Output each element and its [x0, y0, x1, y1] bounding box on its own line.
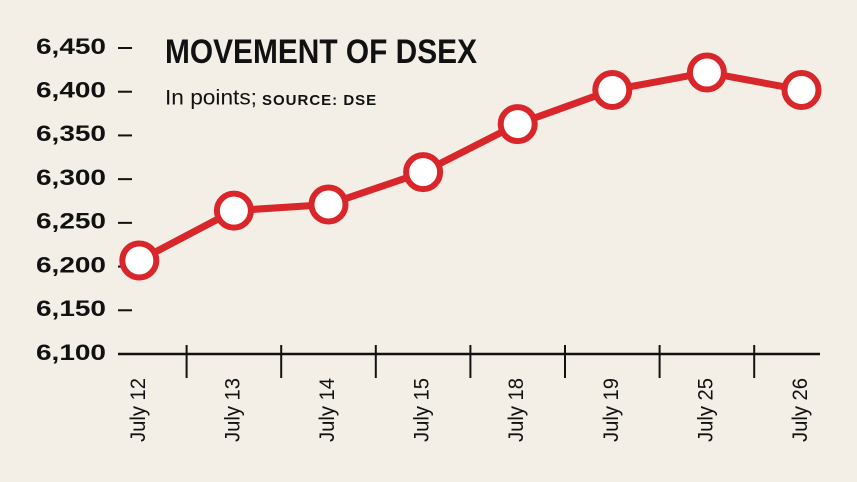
marker — [592, 69, 633, 110]
marker — [781, 69, 822, 110]
x-tick-label: July 18 — [505, 378, 528, 442]
x-tick-label: July 19 — [600, 378, 623, 442]
chart-subtitle: In points; — [165, 87, 257, 110]
marker — [497, 104, 538, 145]
x-tick-label: July 13 — [221, 378, 244, 442]
marker — [308, 184, 349, 225]
y-tick-label: 6,250 — [36, 209, 106, 234]
chart-source: SOURCE: DSE — [262, 92, 377, 109]
x-tick-label: July 26 — [789, 378, 812, 442]
marker — [403, 152, 444, 193]
y-tick-label: 6,350 — [36, 121, 106, 146]
marker — [213, 190, 254, 231]
x-tick-label: July 14 — [316, 378, 339, 442]
x-tick-label: July 15 — [411, 378, 434, 442]
x-tick-label: July 25 — [694, 378, 717, 442]
x-tick-label: July 12 — [127, 378, 150, 442]
marker — [119, 240, 160, 281]
y-tick-label: 6,400 — [36, 78, 106, 103]
y-tick-label: 6,100 — [36, 340, 106, 365]
y-tick-label: 6,450 — [36, 34, 106, 59]
y-tick-label: 6,300 — [36, 165, 106, 190]
chart-title: MOVEMENT OF DSEX — [165, 33, 477, 71]
marker — [686, 52, 727, 93]
y-tick-label: 6,200 — [36, 252, 106, 277]
y-tick-label: 6,150 — [36, 296, 106, 321]
